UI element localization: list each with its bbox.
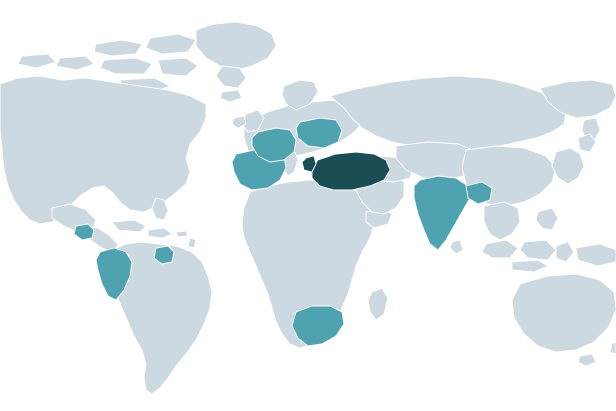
region-new-guinea [575,243,616,267]
region-new-zealand-n [609,341,616,355]
region-tasmania [577,353,597,367]
region-java [511,259,549,273]
region-sri-lanka [449,239,464,255]
region-madagascar [367,287,389,321]
region-poland-highlight [295,117,343,149]
region-japan-north [577,133,597,153]
region-sulawesi [555,241,575,263]
highlight-primary-group [301,151,391,191]
region-peru-highlight [95,247,133,301]
highlight-secondary-group [73,117,493,347]
region-turkey-highlight [311,151,391,191]
region-scandinavia [281,79,319,111]
region-korea-japan [551,147,585,185]
region-australia [511,273,616,353]
region-india-highlight [413,175,471,251]
region-north-america [0,75,207,225]
region-south-africa-highlight [291,305,345,347]
region-south-america [105,241,213,395]
region-arctic-islands-b [145,33,197,55]
region-iceland [219,89,243,103]
region-greenland-south [215,65,247,89]
region-russia [329,75,567,151]
region-arctic-islands-c [99,57,153,75]
region-guatemala-highlight [73,223,95,241]
region-siberia-east [539,79,616,119]
region-cuba [111,219,147,233]
region-arctic-islands-a [93,39,143,57]
region-florida [151,197,169,221]
region-greenland [195,21,277,71]
region-thrace-highlight [301,155,317,173]
region-hispaniola [147,227,173,239]
region-sumatra [481,239,519,259]
region-borneo [519,239,557,261]
region-india-northeast-highlight [465,181,493,205]
region-indochina [483,201,521,241]
region-arctic-islands-e [55,55,95,71]
region-arctic-islands-d [157,57,199,77]
region-guyana-highlight [153,245,175,265]
region-france-highlight [251,127,297,163]
region-philippines [535,207,559,231]
region-lesser-antilles [187,237,197,249]
region-ireland [231,115,247,129]
region-puerto-rico [175,230,189,238]
region-arctic-islands-f [17,53,57,69]
